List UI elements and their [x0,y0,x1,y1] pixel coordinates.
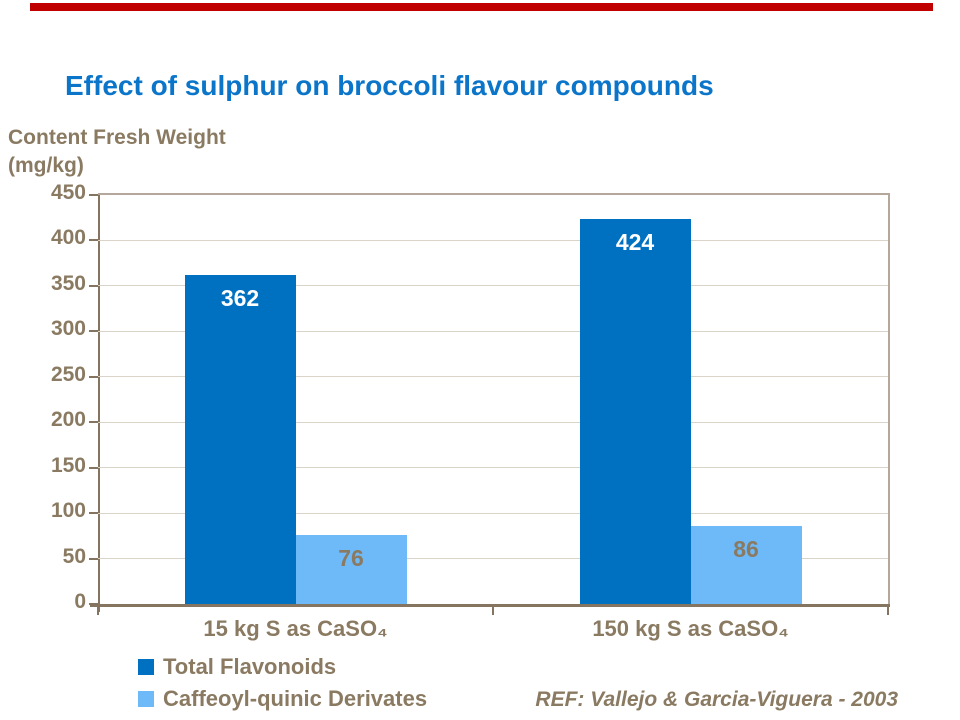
legend-swatch [138,691,154,707]
y-axis-tick [89,239,98,242]
legend-label: Caffeoyl-quinic Derivates [163,686,428,711]
y-axis-title: Content Fresh Weight (mg/kg) [8,124,308,180]
bar-total-flavonoids: 362 [184,274,296,604]
plot-area: 362 76 424 86 [89,193,890,615]
legend-swatch [138,659,154,675]
y-axis-tick [89,557,98,560]
bar-value-label: 362 [220,284,260,311]
y-axis-title-line2: (mg/kg) [8,154,84,177]
y-tick-label: 100 [50,499,86,523]
x-axis-tick [887,607,889,615]
x-axis-tick [492,607,494,615]
gridline [98,376,888,378]
y-tick-label: 50 [62,544,86,568]
y-axis-tick [89,466,98,469]
bar-caffeoyl-quinic-derivates: 76 [295,534,407,604]
y-tick-label: 150 [50,453,86,477]
y-tick-label: 0 [74,590,86,613]
chart-title: Effect of sulphur on broccoli flavour co… [65,70,714,101]
bar-caffeoyl-quinic-derivates: 86 [690,525,802,604]
bar-value-label: 424 [615,228,655,255]
legend-item: Caffeoyl-quinic Derivates [138,683,427,715]
y-axis-tick [89,194,98,196]
y-tick-label: 300 [50,317,86,341]
reference-text: REF: Vallejo & Garcia-Viguera - 2003 [535,688,898,711]
x-axis-tick [97,607,99,615]
gridline [98,512,888,514]
gridline [98,558,888,560]
y-tick-label: 250 [50,362,86,386]
y-axis-tick [89,375,98,378]
y-tick-label: 400 [50,226,86,250]
y-tick-label: 350 [50,271,86,295]
y-tick-label: 200 [50,408,86,432]
y-axis-tick [89,603,98,605]
bar-value-label: 86 [733,535,759,562]
category-label: 150 kg S as CaSO₄ [592,616,789,641]
gridline [98,467,888,469]
gridline [98,285,888,287]
gridline [98,421,888,423]
legend-label: Total Flavonoids [163,654,337,679]
bar-value-label: 76 [338,544,364,571]
category-label: 15 kg S as CaSO₄ [203,616,388,641]
bar-total-flavonoids: 424 [579,218,691,604]
y-axis-tick [89,330,98,333]
y-tick-label: 450 [50,181,86,204]
legend: Total Flavonoids Caffeoyl-quinic Derivate… [138,651,427,715]
gridline [98,330,888,332]
y-axis-tick [89,284,98,287]
top-accent-bar [30,3,933,11]
y-axis-title-line1: Content Fresh Weight [8,126,226,149]
x-axis-line [90,604,890,607]
y-axis-tick [89,512,98,515]
legend-item: Total Flavonoids [138,651,427,683]
gridline [98,239,888,241]
y-axis-tick [89,421,98,424]
y-axis-line [98,195,100,612]
